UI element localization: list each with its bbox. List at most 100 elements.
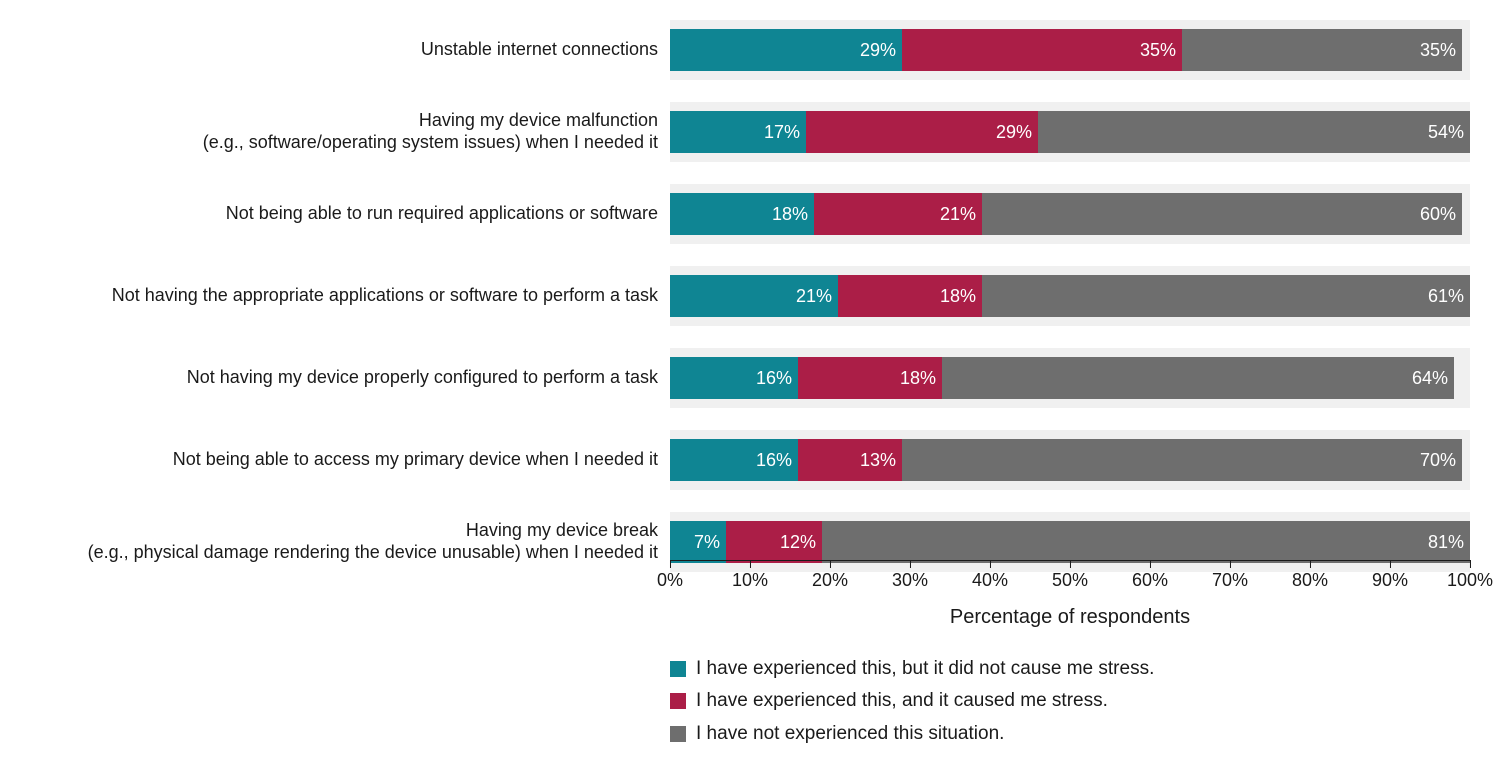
legend-item: I have not experienced this situation. [670,718,1470,750]
x-tick: 60% [1132,560,1168,591]
tick-mark [1230,560,1231,568]
tick-label: 10% [732,570,768,591]
x-tick: 50% [1052,560,1088,591]
bar-value: 21% [940,204,976,225]
legend-item: I have experienced this, and it caused m… [670,685,1470,717]
category-label: Not having my device properly configured… [187,367,658,389]
bar-value: 29% [996,122,1032,143]
tick-label: 90% [1372,570,1408,591]
bar-track: 16% 13% 70% [670,439,1470,481]
category-label: Not having the appropriate applications … [112,285,658,307]
category-label: Not being able to access my primary devi… [173,449,658,471]
bar-rows: Unstable internet connections29%35%35%Ha… [30,20,1470,572]
bar-segment-exp_no_stress: 29% [670,29,902,71]
tick-mark [750,560,751,568]
bar-value: 13% [860,450,896,471]
tick-label: 0% [657,570,683,591]
x-tick: 70% [1212,560,1248,591]
tick-mark [1469,560,1470,568]
tick-mark [1070,560,1071,568]
bar-value: 17% [764,122,800,143]
tick-mark [1310,560,1311,568]
bar-segment-exp_no_stress: 16% [670,439,798,481]
bar-value: 18% [772,204,808,225]
x-tick: 90% [1372,560,1408,591]
x-tick: 0% [657,560,683,591]
category-label: Not being able to run required applicati… [226,203,658,225]
bar-value: 81% [1428,532,1464,553]
legend-label: I have experienced this, and it caused m… [696,685,1108,717]
bar-segment-exp_stress: 18% [838,275,982,317]
bar-value: 7% [694,532,720,553]
bar-value: 16% [756,368,792,389]
tick-mark [1390,560,1391,568]
bar-value: 60% [1420,204,1456,225]
tick-mark [1150,560,1151,568]
bar-track: 17% 29% 54% [670,111,1470,153]
bar-segment-not_exp: 61% [982,275,1470,317]
x-tick: 20% [812,560,848,591]
x-axis: 0%10%20%30%40%50%60%70%80%90%100% [30,560,1470,600]
tick-label: 30% [892,570,928,591]
x-tick: 30% [892,560,928,591]
bar-segment-exp_no_stress: 18% [670,193,814,235]
tick-label: 40% [972,570,1008,591]
bar-track: 18% 21% 60% [670,193,1470,235]
category-label: Having my device break(e.g., physical da… [88,520,658,563]
bar-value: 54% [1428,122,1464,143]
bar-value: 64% [1412,368,1448,389]
bar-segment-exp_no_stress: 16% [670,357,798,399]
bar-segment-not_exp: 81% [822,521,1470,563]
category-label: Having my device malfunction(e.g., softw… [203,110,658,153]
legend: I have experienced this, but it did not … [670,653,1470,750]
bar-segment-not_exp: 54% [1038,111,1470,153]
bar-track: 16% 18% 64% [670,357,1470,399]
tick-label: 50% [1052,570,1088,591]
bar-value: 18% [940,286,976,307]
bar-track: 21% 18% 61% [670,275,1470,317]
bar-value: 29% [860,40,896,61]
bar-row: Not having the appropriate applications … [30,266,1470,326]
x-tick: 80% [1292,560,1328,591]
legend-swatch [670,693,686,709]
x-tick: 100% [1447,560,1493,591]
bar-value: 35% [1140,40,1176,61]
bar-segment-not_exp: 60% [982,193,1462,235]
tick-mark [669,560,670,568]
bar-segment-exp_no_stress: 21% [670,275,838,317]
bar-segment-exp_stress: 13% [798,439,902,481]
bar-value: 18% [900,368,936,389]
tick-label: 70% [1212,570,1248,591]
x-tick: 10% [732,560,768,591]
x-tick: 40% [972,560,1008,591]
bar-value: 35% [1420,40,1456,61]
bar-row: Having my device malfunction(e.g., softw… [30,102,1470,162]
bar-value: 16% [756,450,792,471]
bar-row: Not having my device properly configured… [30,348,1470,408]
bar-segment-exp_stress: 35% [902,29,1182,71]
bar-value: 12% [780,532,816,553]
tick-label: 60% [1132,570,1168,591]
legend-swatch [670,726,686,742]
bar-row: Not being able to run required applicati… [30,184,1470,244]
bar-row: Not being able to access my primary devi… [30,430,1470,490]
bar-segment-exp_stress: 29% [806,111,1038,153]
bar-row: Unstable internet connections29%35%35% [30,20,1470,80]
bar-segment-not_exp: 70% [902,439,1462,481]
legend-label: I have experienced this, but it did not … [696,653,1154,685]
bar-segment-exp_no_stress: 17% [670,111,806,153]
bar-value: 61% [1428,286,1464,307]
bar-value: 21% [796,286,832,307]
legend-swatch [670,661,686,677]
bar-segment-exp_stress: 21% [814,193,982,235]
tick-label: 80% [1292,570,1328,591]
bar-segment-not_exp: 35% [1182,29,1462,71]
bar-segment-exp_stress: 12% [726,521,822,563]
bar-value: 70% [1420,450,1456,471]
bar-segment-exp_no_stress: 7% [670,521,726,563]
tick-label: 100% [1447,570,1493,591]
stacked-bar-chart: Unstable internet connections29%35%35%Ha… [30,20,1470,750]
tick-mark [830,560,831,568]
tick-mark [910,560,911,568]
bar-segment-exp_stress: 18% [798,357,942,399]
